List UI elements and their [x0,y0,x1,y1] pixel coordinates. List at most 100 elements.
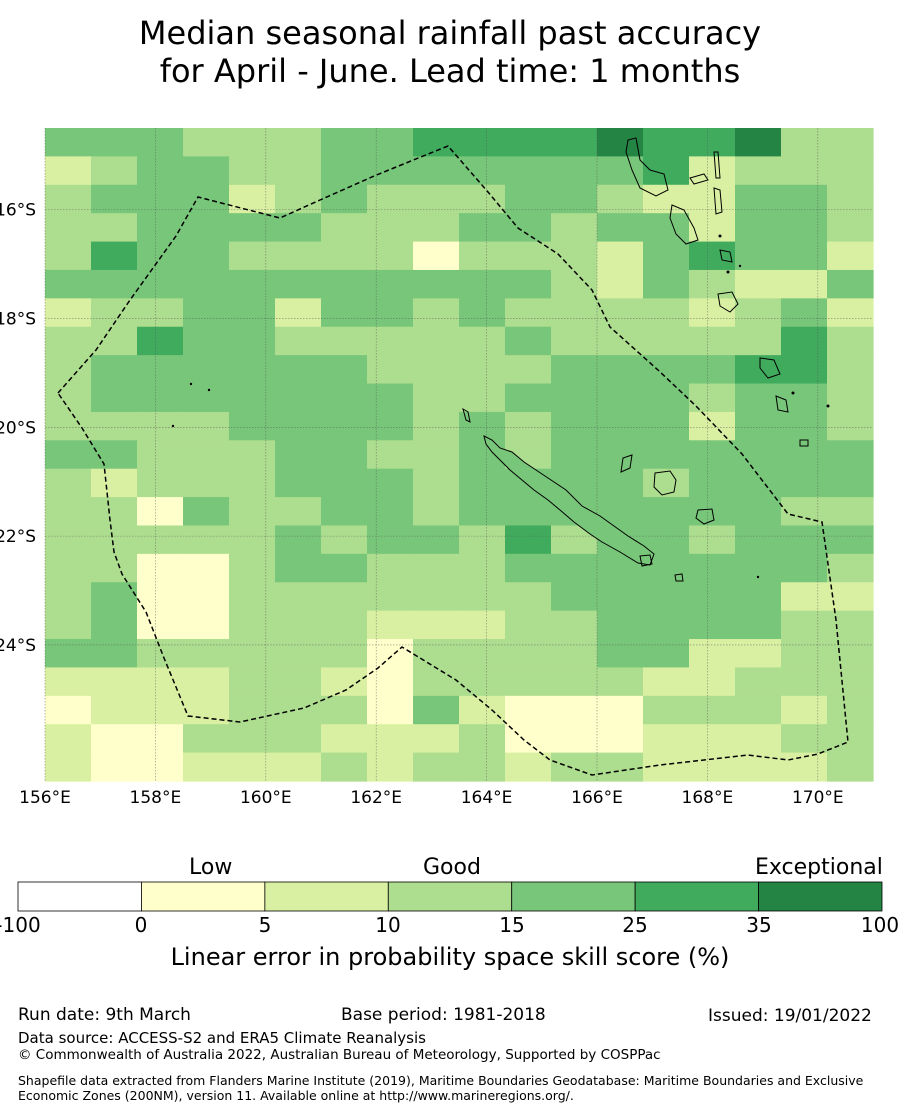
grid-cell [229,610,276,640]
grid-cell [45,213,92,243]
grid-cell [597,326,644,356]
grid-cell [551,213,598,243]
colorbar-tick: 25 [622,913,648,937]
grid-cell [827,269,874,299]
grid-cell [275,383,322,413]
grid-cell [183,156,230,186]
x-tick-label: 168°E [682,788,734,808]
grid-cell [183,269,230,299]
colorbar-tick: 100 [860,913,900,937]
grid-cell [229,184,276,214]
grid-cell [551,553,598,583]
grid-cell [229,383,276,413]
x-tick-label: 166°E [571,788,623,808]
grid-cell [367,184,414,214]
grid-cell [321,497,368,527]
grid-cell [367,724,414,754]
grid-cell [827,355,874,385]
grid-cell [827,326,874,356]
grid-cell [275,184,322,214]
grid-cell [137,582,184,612]
grid-cell [367,326,414,356]
grid-cell [827,241,874,271]
y-tick-label: 24°S [0,636,36,656]
grid-cell [137,468,184,498]
grid-cell [275,639,322,669]
grid-cell [45,525,92,555]
grid-cell [505,213,552,243]
grid-cell [781,695,828,725]
grid-cell [137,411,184,441]
grid-cell [91,241,138,271]
shapefile-credit: Shapefile data extracted from Flanders M… [18,1073,864,1103]
grid-cell [137,440,184,470]
grid-cell [505,525,552,555]
grid-cell [551,326,598,356]
grid-cell [413,269,460,299]
grid-cell [459,383,506,413]
colorbar-tick: 10 [375,913,401,937]
epi-island [719,249,733,263]
grid-cell [505,269,552,299]
grid-cell [229,241,276,271]
grid-cell [459,468,506,498]
grid-cell [45,241,92,271]
colorbar-label-exceptional: Exceptional [755,855,883,880]
grid-cell [183,128,230,157]
grid-cell [827,553,874,583]
grid-cell [689,639,736,669]
title-line-2: for April - June. Lead time: 1 months [159,52,741,90]
grid-cell [137,667,184,697]
grid-cell [321,667,368,697]
grid-cell [597,752,644,782]
grid-cell [321,241,368,271]
grid-cell [827,383,874,413]
grid-cell [321,411,368,441]
grid-cell [183,355,230,385]
grid-cell [459,326,506,356]
grid-cell [459,128,506,157]
grid-cell [321,695,368,725]
grid-cell [413,298,460,328]
y-tick-label: 22°S [0,527,36,547]
grid-cell [229,269,276,299]
islet [791,391,795,395]
grid-cell [505,582,552,612]
grid-cell [459,184,506,214]
grid-cell [183,667,230,697]
grid-cell [137,497,184,527]
grid-cell [321,639,368,669]
grid-cell [183,213,230,243]
grid-cell [183,298,230,328]
grid-cell [643,667,690,697]
grid-cell [275,724,322,754]
walpole-island [674,573,684,582]
grid-cell [827,497,874,527]
grid-cell [183,610,230,640]
grid-cell [551,582,598,612]
islet [726,270,730,274]
grid-cell [183,383,230,413]
grid-cell [91,610,138,640]
grid-cell [551,241,598,271]
isle-of-pines [639,554,653,567]
grid-cell [275,213,322,243]
grid-cell [459,298,506,328]
grid-cell [643,269,690,299]
grid-cell [643,383,690,413]
grid-cell [45,440,92,470]
grid-cell [459,156,506,186]
grid-cell [413,355,460,385]
ambae-island [689,173,709,185]
grid-cell [735,156,782,186]
grid-cell [413,582,460,612]
colorbar-tick: 35 [746,913,772,937]
grid-cell [597,440,644,470]
grid-cell [275,695,322,725]
x-tick-label: 162°E [350,788,402,808]
grid-cell [643,610,690,640]
grid-cell [597,213,644,243]
title-line-1: Median seasonal rainfall past accuracy [138,14,762,52]
grid-cell [229,440,276,470]
grid-cell [275,667,322,697]
